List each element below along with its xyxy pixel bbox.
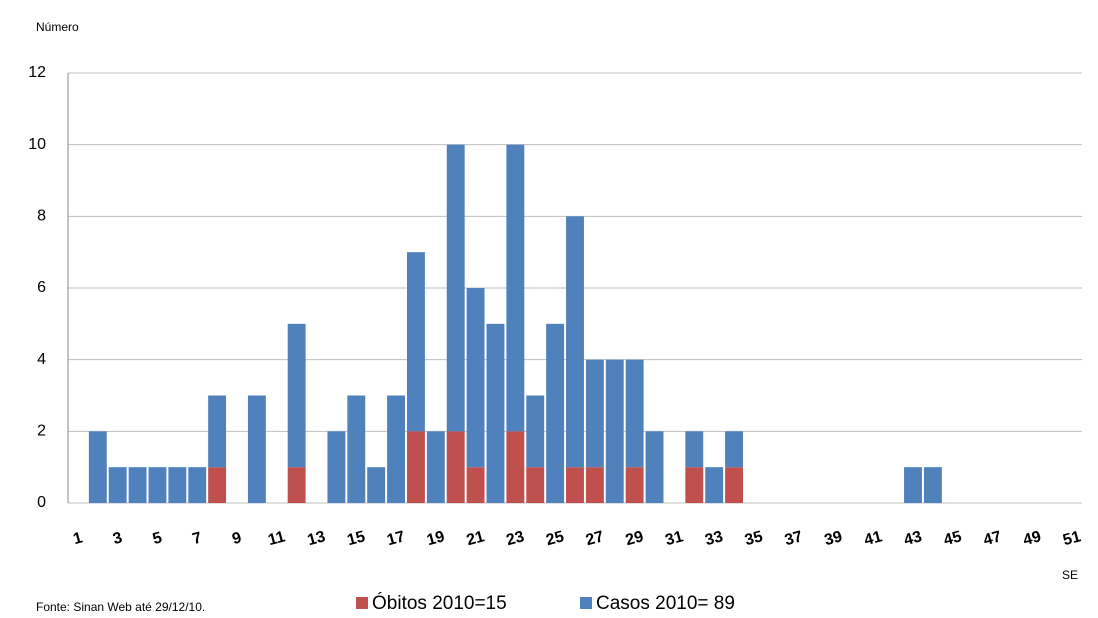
y-tick-label: 2 [37, 423, 46, 440]
y-tick-label: 12 [28, 64, 46, 81]
source-note: Fonte: Sinan Web até 29/12/10. [36, 600, 205, 614]
x-tick-label: 39 [823, 528, 845, 549]
y-tick-label: 4 [37, 351, 46, 368]
bar-segment [546, 323, 565, 503]
x-tick-label: 27 [584, 528, 606, 549]
x-tick-label: 23 [504, 528, 526, 549]
y-axis-label: Número [36, 20, 79, 34]
x-tick-label: 37 [783, 528, 805, 549]
legend-label: Óbitos 2010=15 [372, 592, 507, 614]
x-tick-label: 31 [664, 528, 686, 549]
bar-segment [446, 431, 465, 503]
bar-segment [585, 359, 604, 468]
bar-segment [367, 467, 386, 503]
bar-segment [566, 467, 584, 503]
x-tick-label: 43 [902, 528, 924, 549]
bar-segment [566, 216, 584, 468]
bar-segment [88, 431, 107, 503]
bar-segment [685, 467, 704, 503]
legend-swatch [356, 597, 368, 609]
bar-segment [725, 431, 744, 468]
bar-segment [904, 467, 922, 503]
y-tick-label: 8 [37, 208, 46, 225]
bar-segment [247, 395, 266, 503]
legend-swatch [580, 597, 592, 609]
x-tick-label: 25 [544, 528, 566, 549]
bar-segment [685, 431, 704, 468]
x-tick-label: 47 [982, 528, 1004, 549]
bar-segment [426, 431, 445, 503]
bar-segment [466, 467, 485, 503]
bar-segment [208, 395, 227, 468]
x-tick-label: 41 [862, 528, 884, 549]
bar-segment [506, 431, 525, 503]
bar-segment [446, 144, 465, 432]
y-tick-label: 6 [37, 279, 46, 296]
bar-segment [168, 467, 187, 503]
bar-segment [128, 467, 147, 503]
legend-label: Casos 2010= 89 [596, 593, 735, 614]
bar-segment [526, 395, 545, 468]
bar-segment [705, 467, 724, 503]
bar-segment [387, 395, 406, 503]
x-tick-label: 3 [111, 529, 124, 548]
x-tick-label: 9 [230, 529, 243, 548]
bar-segment [585, 467, 604, 503]
bar-segment [526, 467, 545, 503]
bar-segment [327, 431, 346, 503]
x-tick-label: 7 [191, 529, 204, 548]
bar-segment [725, 467, 744, 503]
x-tick-label: 29 [624, 528, 646, 549]
bar-segment [188, 467, 207, 503]
bar-segment [645, 431, 664, 503]
y-tick-label: 10 [28, 136, 46, 153]
bar-segment [625, 359, 644, 468]
bar-segment [406, 252, 425, 432]
bar-segment [486, 323, 505, 503]
x-tick-label: 1 [71, 529, 84, 548]
bar-segment [347, 395, 366, 503]
bar-segment [625, 467, 644, 503]
x-tick-label: 49 [1021, 528, 1043, 549]
x-tick-label: 21 [465, 528, 487, 549]
x-tick-label: 51 [1061, 528, 1083, 549]
x-axis-label: SE [1062, 568, 1078, 582]
x-tick-label: 11 [266, 528, 287, 549]
bar-segment [208, 467, 227, 503]
x-tick-label: 13 [306, 528, 328, 549]
bar-segment [406, 431, 425, 503]
x-tick-label: 35 [743, 528, 765, 549]
bar-segment [287, 323, 306, 468]
bar-segment [108, 467, 127, 503]
bar-segment [466, 288, 485, 468]
x-tick-label: 33 [703, 528, 725, 549]
x-tick-label: 45 [942, 528, 964, 549]
x-tick-label: 5 [151, 529, 164, 548]
x-tick-label: 19 [425, 528, 447, 549]
x-tick-label: 17 [385, 528, 407, 549]
x-tick-label: 15 [345, 528, 367, 549]
bar-segment [148, 467, 167, 503]
bar-segment [605, 359, 624, 503]
bar-segment [287, 467, 306, 503]
bar-segment [506, 144, 525, 432]
bar-segment [923, 467, 942, 503]
y-tick-label: 0 [37, 494, 46, 511]
